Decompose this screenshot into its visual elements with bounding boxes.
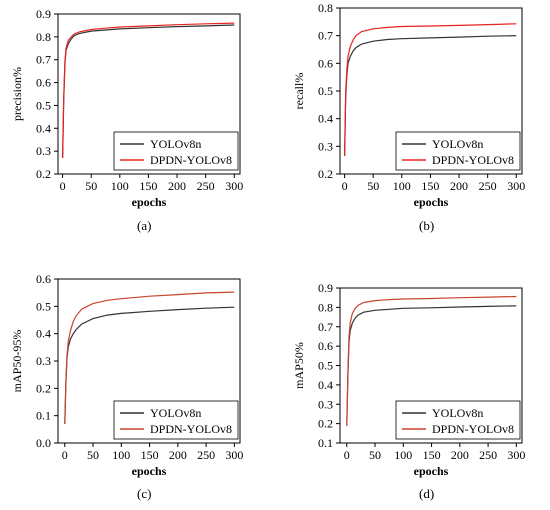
x-axis-label-c: epochs — [132, 464, 167, 478]
chart-panel-d: 0 50 100 150 200 250 300 0.1 0.2 0.3 0.4 0.5 0.6 0.7 0… — [292, 281, 525, 478]
y-tick-label-b: 0.6 — [318, 56, 333, 70]
x-tick-label-c: 250 — [197, 448, 215, 462]
panel-caption-a: (a) — [137, 218, 152, 233]
chart-panel-b: 0 50 100 150 200 250 300 0.2 0.3 0.4 0.5 0.6 0.7 0.8 e… — [292, 1, 525, 209]
y-tick-label-c: 0.3 — [36, 354, 51, 368]
y-tick-label-c: 0.6 — [36, 272, 51, 286]
x-tick-label-a: 0 — [60, 179, 66, 193]
legend-box-a — [113, 131, 239, 171]
y-tick-label-b: 0.3 — [318, 139, 333, 153]
y-tick-label-d: 0.9 — [318, 281, 333, 295]
x-axis-label-a: epochs — [132, 195, 167, 209]
x-tick-label-b: 150 — [421, 179, 439, 193]
series-line-b-2 — [344, 23, 517, 157]
x-tick-label-c: 300 — [225, 448, 243, 462]
chart-panel-c: 0 50 100 150 200 250 300 0.0 0.1 0.2 0.3 0.4 0.5 0.6 e… — [10, 272, 243, 478]
y-tick-label-d: 0.6 — [318, 339, 333, 353]
y-tick-label-a: 0.2 — [36, 167, 51, 181]
x-tick-label-c: 0 — [62, 448, 68, 462]
legend-label-a-1: YOLOv8n — [150, 137, 201, 151]
legend-label-a-2: DPDN-YOLOv8 — [150, 153, 232, 167]
chart-panel-a: 0 50 100 150 200 250 300 0.2 0.3 0.4 0.5 0.6 0.7 0.8 0… — [10, 7, 243, 209]
y-tick-label-d: 0.1 — [318, 436, 333, 450]
y-tick-label-d: 0.7 — [318, 320, 333, 334]
x-tick-label-a: 100 — [111, 179, 129, 193]
y-tick-label-b: 0.5 — [318, 84, 333, 98]
panel-caption-c: (c) — [137, 486, 152, 501]
y-axis-label-b: recall% — [292, 73, 306, 110]
y-tick-label-c: 0.5 — [36, 299, 51, 313]
panel-caption-b: (b) — [419, 218, 435, 233]
legend-label-d-1: YOLOv8n — [432, 406, 483, 420]
legend-box-c — [113, 400, 239, 440]
y-tick-label-d: 0.5 — [318, 359, 333, 373]
y-tick-label-a: 0.8 — [36, 30, 51, 44]
y-tick-label-d: 0.2 — [318, 417, 333, 431]
x-tick-label-d: 100 — [394, 448, 412, 462]
series-line-c-2 — [64, 291, 235, 424]
y-tick-label-d: 0.8 — [318, 300, 333, 314]
x-tick-label-c: 150 — [141, 448, 159, 462]
legend-label-c-1: YOLOv8n — [150, 406, 201, 420]
y-axis-label-a: precision% — [10, 67, 24, 121]
x-tick-label-b: 0 — [342, 179, 348, 193]
legend-box-d — [395, 400, 521, 440]
y-tick-label-a: 0.7 — [36, 53, 51, 67]
x-tick-label-c: 200 — [169, 448, 187, 462]
plot-frame-a — [57, 13, 241, 175]
y-axis-label-c: mAP50-95% — [10, 330, 24, 393]
y-tick-label-a: 0.5 — [36, 98, 51, 112]
legend-label-d-2: DPDN-YOLOv8 — [432, 422, 514, 436]
y-tick-label-b: 0.8 — [318, 1, 333, 15]
x-axis-label-d: epochs — [414, 464, 449, 478]
y-axis-label-d: mAP50% — [292, 342, 306, 389]
x-tick-label-d: 150 — [423, 448, 441, 462]
x-tick-label-b: 200 — [450, 179, 468, 193]
legend-label-b-1: YOLOv8n — [432, 137, 483, 151]
series-line-a-2 — [62, 22, 235, 159]
y-tick-label-c: 0.2 — [36, 381, 51, 395]
y-tick-label-c: 0.0 — [36, 436, 51, 450]
y-tick-label-c: 0.4 — [36, 327, 51, 341]
x-tick-label-c: 50 — [87, 448, 99, 462]
y-tick-label-b: 0.2 — [318, 167, 333, 181]
x-tick-label-d: 50 — [369, 448, 381, 462]
y-tick-label-a: 0.9 — [36, 7, 51, 21]
y-tick-label-c: 0.1 — [36, 409, 51, 423]
x-tick-label-a: 150 — [139, 179, 157, 193]
x-tick-label-b: 100 — [393, 179, 411, 193]
x-tick-label-c: 100 — [112, 448, 130, 462]
panel-caption-d: (d) — [419, 486, 435, 501]
y-tick-label-b: 0.4 — [318, 112, 333, 126]
x-tick-label-b: 250 — [479, 179, 497, 193]
x-tick-label-d: 250 — [479, 448, 497, 462]
x-tick-label-a: 200 — [168, 179, 186, 193]
y-tick-label-a: 0.4 — [36, 121, 51, 135]
x-tick-label-a: 50 — [85, 179, 97, 193]
x-axis-label-b: epochs — [414, 195, 449, 209]
x-tick-label-d: 0 — [344, 448, 350, 462]
y-tick-label-b: 0.7 — [318, 29, 333, 43]
legend-label-b-2: DPDN-YOLOv8 — [432, 153, 514, 167]
y-tick-label-a: 0.3 — [36, 144, 51, 158]
x-tick-label-a: 300 — [225, 179, 243, 193]
x-tick-label-d: 300 — [507, 448, 525, 462]
x-tick-label-b: 50 — [367, 179, 379, 193]
y-tick-label-d: 0.3 — [318, 397, 333, 411]
y-tick-label-d: 0.4 — [318, 378, 333, 392]
legend-box-b — [395, 131, 521, 171]
x-tick-label-a: 250 — [197, 179, 215, 193]
series-line-d-2 — [346, 295, 517, 426]
legend-label-c-2: DPDN-YOLOv8 — [150, 422, 232, 436]
x-tick-label-b: 300 — [507, 179, 525, 193]
y-tick-label-a: 0.6 — [36, 76, 51, 90]
x-tick-label-d: 200 — [451, 448, 469, 462]
